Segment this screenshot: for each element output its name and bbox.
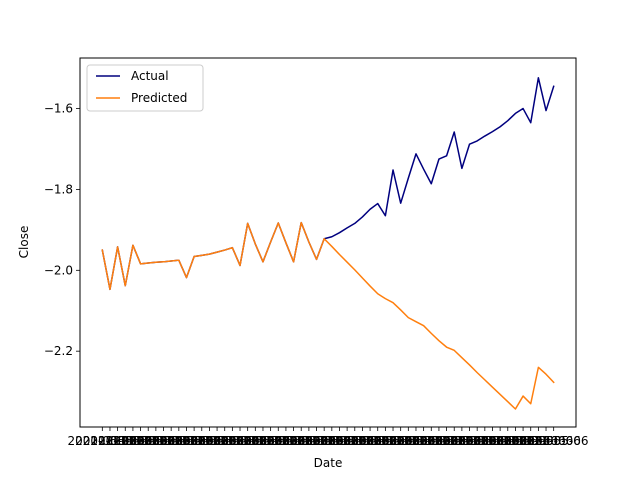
x-tick-label: 2021-05-06 bbox=[396, 434, 466, 448]
x-tick-label: 2021-05-06 bbox=[435, 434, 505, 448]
x-tick-label: 2021-05-06 bbox=[121, 434, 191, 448]
x-tick-label: 2021-05-06 bbox=[465, 434, 535, 448]
x-tick-label: 2021-05-06 bbox=[266, 434, 336, 448]
x-tick-label: 2021-05-06 bbox=[129, 434, 199, 448]
x-tick-label: 2021-05-06 bbox=[335, 434, 405, 448]
x-tick-label: 2021-05-06 bbox=[458, 434, 528, 448]
x-tick-label: 2021-05-06 bbox=[351, 434, 421, 448]
x-tick-label: 2021-05-06 bbox=[381, 434, 451, 448]
x-tick-label: 2021-05-06 bbox=[473, 434, 543, 448]
x-tick-label: 2021-05-06 bbox=[404, 434, 474, 448]
x-tick-label: 2021-05-06 bbox=[175, 434, 245, 448]
x-tick-label: 2021-05-06 bbox=[305, 434, 375, 448]
x-tick-label: 2021-05-06 bbox=[144, 434, 214, 448]
x-tick-label: 2021-05-06 bbox=[236, 434, 306, 448]
x-tick-label: 2021-05-06 bbox=[504, 434, 574, 448]
y-tick-label: −1.6 bbox=[44, 102, 73, 116]
x-tick-label: 2021-05-06 bbox=[274, 434, 344, 448]
x-tick-label: 2021-05-06 bbox=[243, 434, 313, 448]
legend-label-predicted: Predicted bbox=[131, 91, 187, 105]
x-tick-label: 2021-05-06 bbox=[228, 434, 298, 448]
x-tick-label: 2021-05-06 bbox=[419, 434, 489, 448]
x-tick-label: 2021-05-06 bbox=[289, 434, 359, 448]
x-tick-label: 2021-05-06 bbox=[412, 434, 482, 448]
x-tick-label: 2021-05-06 bbox=[481, 434, 551, 448]
x-tick-label: 2021-05-06 bbox=[213, 434, 283, 448]
x-tick-label: 2021-05-06 bbox=[159, 434, 229, 448]
x-tick-label: 2021-05-06 bbox=[450, 434, 520, 448]
x-tick-label: 2021-05-06 bbox=[496, 434, 566, 448]
x-tick-label: 2021-05-06 bbox=[488, 434, 558, 448]
x-tick-label: 2021-05-06 bbox=[389, 434, 459, 448]
legend-label-actual: Actual bbox=[131, 69, 169, 83]
y-axis-ticks: −2.2 −2.0 −1.8 −1.6 bbox=[44, 102, 80, 358]
axes-frame bbox=[79, 57, 577, 428]
x-tick-label: 2021-05-06 bbox=[167, 434, 237, 448]
x-tick-label: 2021-05-06 bbox=[67, 434, 137, 448]
x-tick-label: 2021-05-06 bbox=[83, 434, 153, 448]
x-tick-label: 2021-05-06 bbox=[343, 434, 413, 448]
x-tick-label: 2021-05-06 bbox=[182, 434, 252, 448]
x-tick-label: 2021-05-06 bbox=[297, 434, 367, 448]
x-tick-label: 2021-05-06 bbox=[75, 434, 145, 448]
x-axis-ticks: 2021-05-062021-05-062021-05-062021-05-06… bbox=[67, 427, 589, 448]
x-axis-label: Date bbox=[314, 456, 343, 470]
y-tick-label: −1.8 bbox=[44, 182, 73, 196]
series-lines-layer bbox=[101, 77, 555, 410]
x-tick-label: 2021-05-06 bbox=[366, 434, 436, 448]
x-tick-label: 2021-05-06 bbox=[251, 434, 321, 448]
x-tick-label: 2021-05-06 bbox=[312, 434, 382, 448]
x-tick-label: 2021-05-06 bbox=[90, 434, 160, 448]
x-tick-label: 2021-05-06 bbox=[98, 434, 168, 448]
x-tick-label: 2021-05-06 bbox=[320, 434, 390, 448]
x-tick-label: 2021-05-06 bbox=[427, 434, 497, 448]
x-tick-label: 2021-05-06 bbox=[136, 434, 206, 448]
y-tick-label: −2.0 bbox=[44, 263, 73, 277]
y-axis-label: Close bbox=[17, 226, 31, 259]
y-tick-label: −2.2 bbox=[44, 344, 73, 358]
x-tick-label: 2021-05-06 bbox=[328, 434, 398, 448]
x-tick-label: 2021-05-06 bbox=[113, 434, 183, 448]
x-tick-label: 2021-05-06 bbox=[106, 434, 176, 448]
series-line-predicted bbox=[101, 221, 555, 410]
legend: Actual Predicted bbox=[86, 64, 204, 112]
x-tick-label: 2021-05-06 bbox=[373, 434, 443, 448]
x-tick-label: 2021-05-06 bbox=[190, 434, 260, 448]
x-tick-label: 2021-05-06 bbox=[519, 434, 589, 448]
x-tick-label: 2021-05-06 bbox=[220, 434, 290, 448]
x-tick-label: 2021-05-06 bbox=[511, 434, 581, 448]
x-tick-label: 2021-05-06 bbox=[259, 434, 329, 448]
x-tick-label: 2021-05-06 bbox=[282, 434, 352, 448]
x-tick-label: 2021-05-06 bbox=[152, 434, 222, 448]
x-tick-label: 2021-05-06 bbox=[197, 434, 267, 448]
x-tick-label: 2021-05-06 bbox=[205, 434, 275, 448]
x-tick-label: 2021-05-06 bbox=[442, 434, 512, 448]
x-tick-label: 2021-05-06 bbox=[358, 434, 428, 448]
